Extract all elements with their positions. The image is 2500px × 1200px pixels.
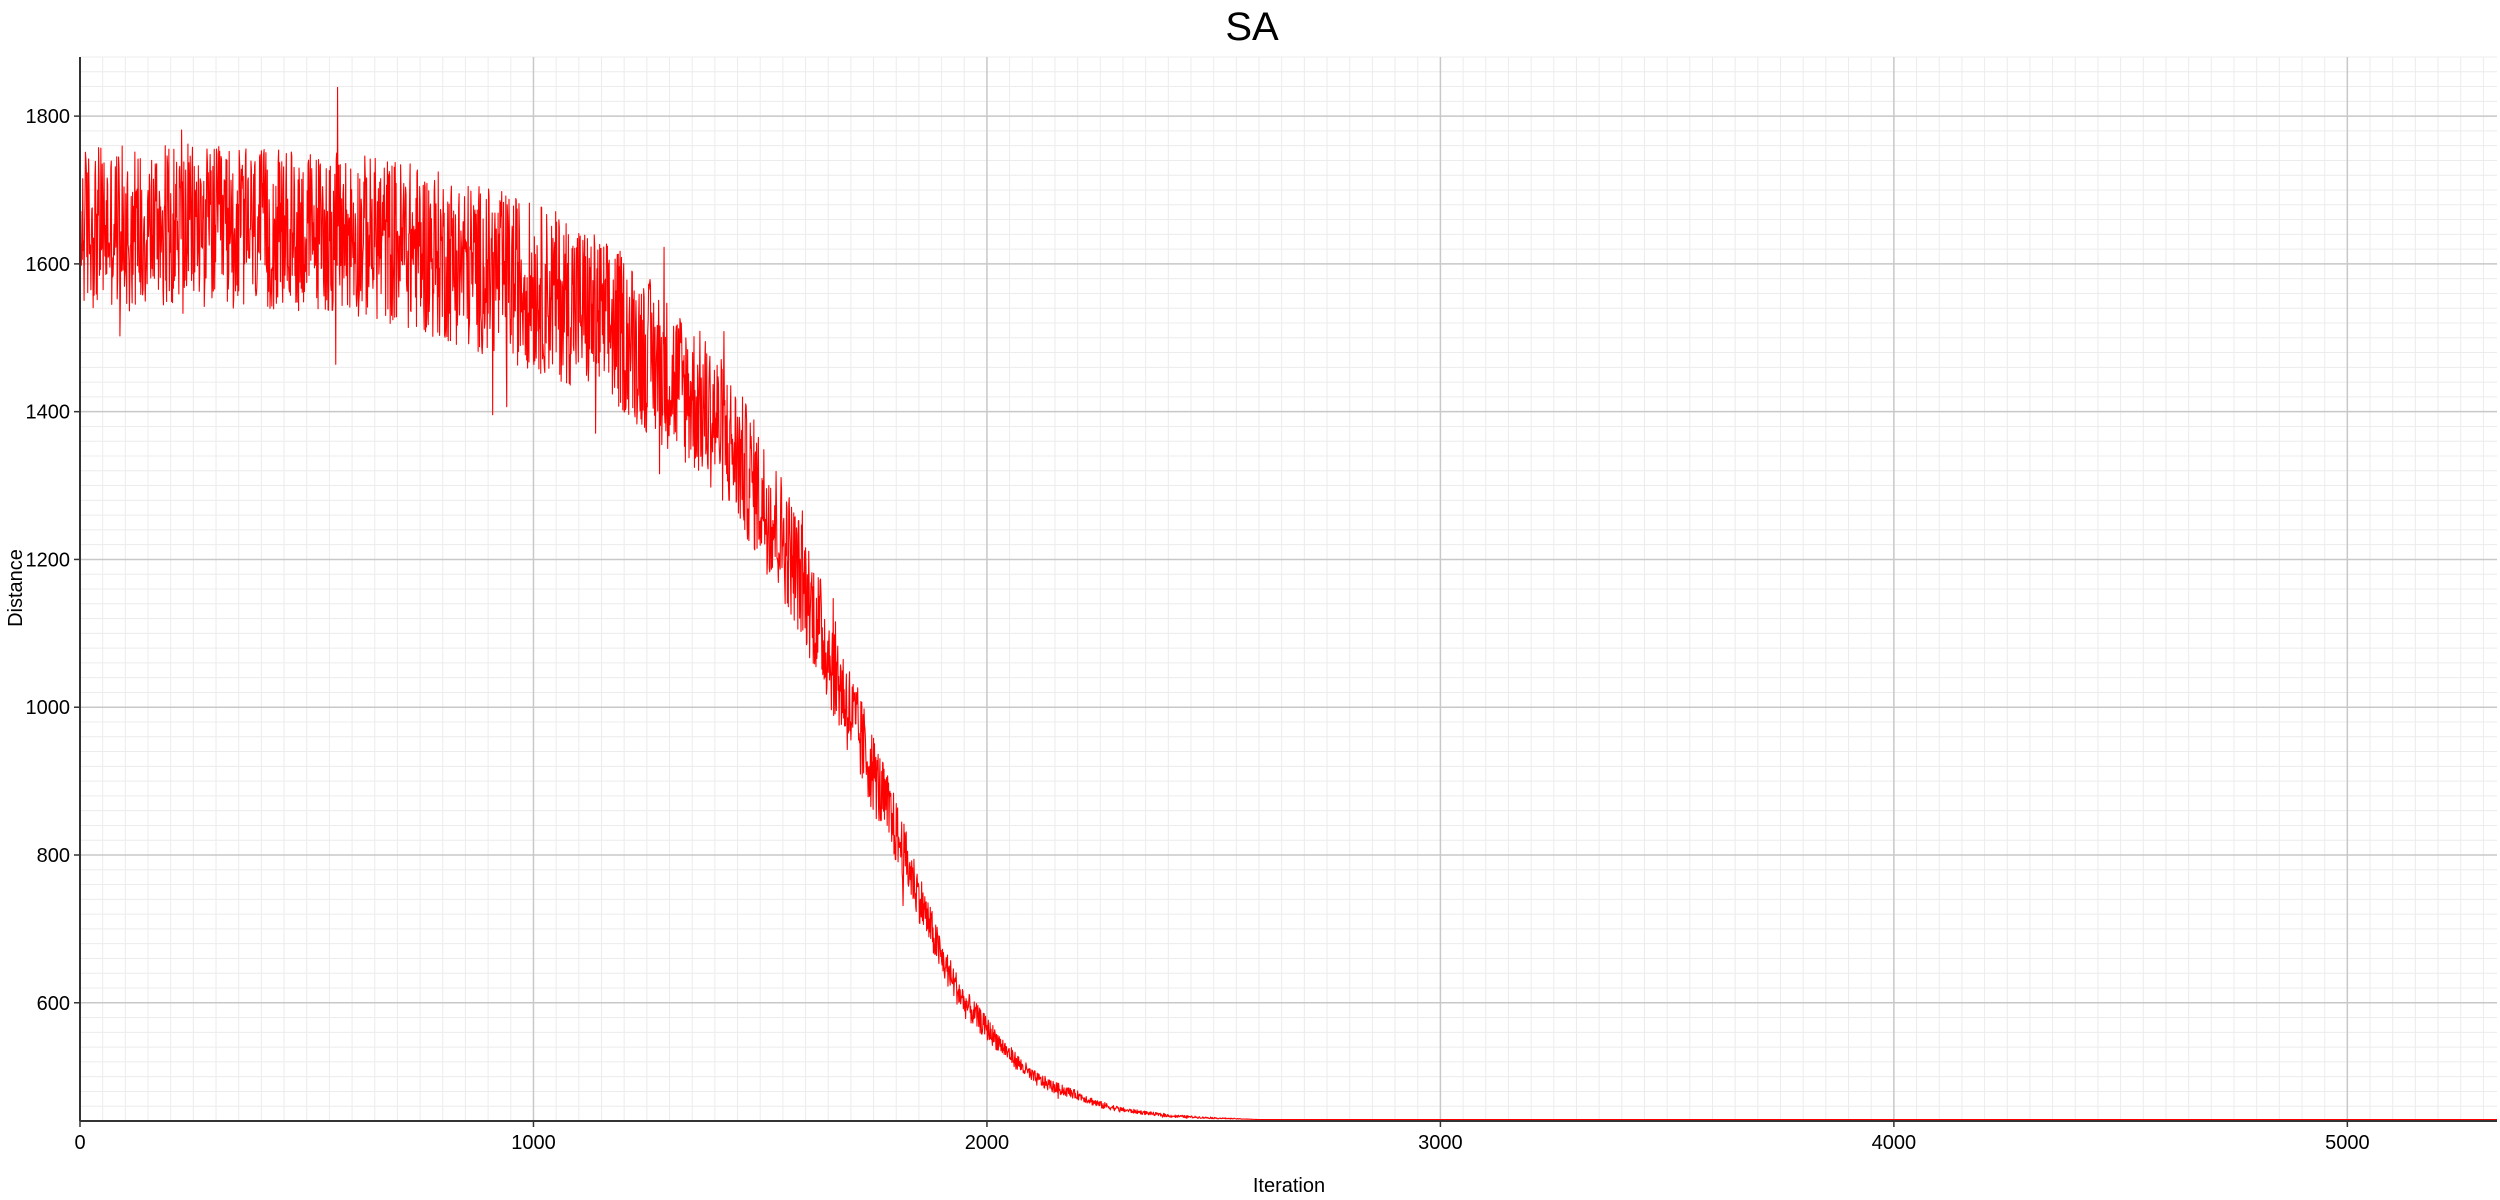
tick-labels: 0 1000 2000 3000 4000 5000 600 800 1000 1200 1400 1… <box>26 106 2370 1154</box>
x-axis-label: Iteration <box>1253 1175 1325 1197</box>
series-layer <box>80 86 2497 1121</box>
x-tick-label: 4000 <box>1872 1132 1917 1154</box>
x-tick-label: 5000 <box>2325 1132 2370 1154</box>
series-line-0 <box>80 86 2497 1121</box>
y-tick-label: 1600 <box>26 254 71 276</box>
x-tick-label: 1000 <box>511 1132 556 1154</box>
y-tick-label: 800 <box>37 845 70 867</box>
y-tick-label: 1200 <box>26 549 71 571</box>
chart-title: SA <box>1225 5 1279 49</box>
y-tick-label: 600 <box>37 993 70 1015</box>
minor-grid <box>79 56 2497 1122</box>
x-tick-label: 3000 <box>1418 1132 1463 1154</box>
y-tick-label: 1000 <box>26 697 71 719</box>
y-axis-label: Distance <box>5 549 27 627</box>
y-tick-label: 1800 <box>26 106 71 128</box>
x-tick-label: 2000 <box>965 1132 1010 1154</box>
y-tick-label: 1400 <box>26 402 71 424</box>
x-tick-label: 0 <box>74 1132 85 1154</box>
axes <box>79 57 2497 1122</box>
